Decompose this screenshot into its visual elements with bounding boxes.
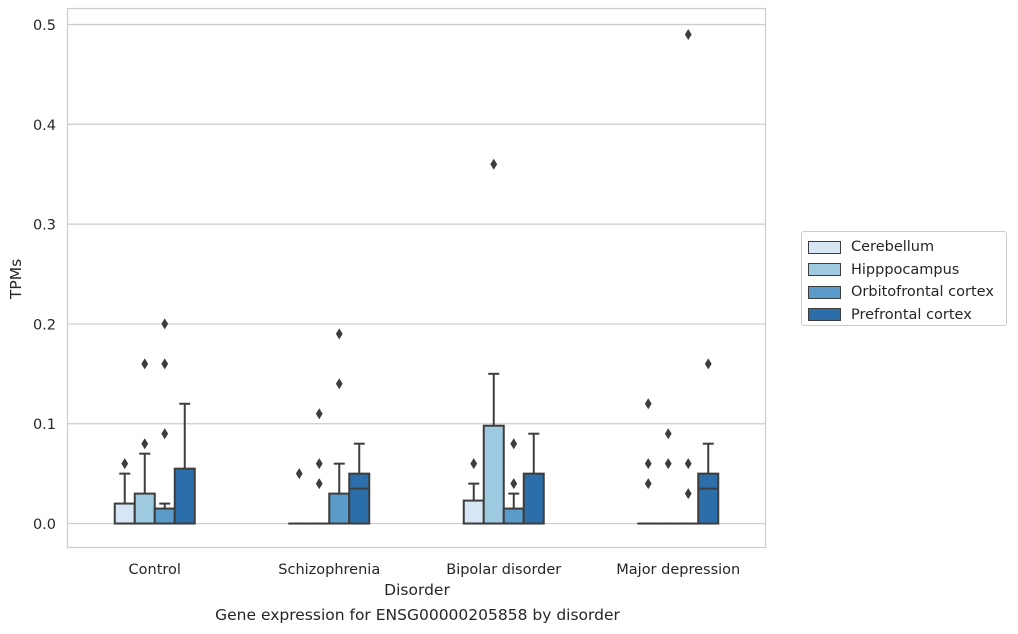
outlier-point [141, 358, 149, 370]
box-3-0 [173, 402, 196, 525]
box-body [173, 467, 196, 525]
box-series [113, 28, 720, 525]
outlier-point [141, 438, 149, 450]
legend-swatch-cerebellum [808, 240, 841, 254]
box-1-0 [133, 358, 156, 525]
legend-item-prefrontal: Prefrontal cortex [808, 304, 1006, 327]
box-1-1 [308, 408, 331, 525]
outlier-point [704, 358, 712, 370]
y-tick-label: 0.5 [33, 18, 56, 34]
outlier-point [664, 458, 672, 470]
outlier-point [161, 358, 169, 370]
legend-swatch-prefrontal [808, 308, 841, 322]
y-tick-label: 0.3 [33, 218, 56, 234]
outlier-point [510, 478, 518, 490]
box-body [133, 492, 156, 525]
outlier-point [684, 458, 692, 470]
box-body [328, 492, 351, 525]
legend-swatch-hippocampus [808, 263, 841, 277]
outlier-point [644, 398, 652, 410]
plot-area-frame [66, 7, 767, 549]
box-body [697, 472, 720, 525]
y-tick-label: 0.2 [33, 317, 56, 333]
box-body [113, 502, 136, 525]
box-3-1 [348, 442, 371, 525]
outlier-point [490, 158, 498, 170]
box-1-3 [657, 428, 680, 525]
outlier-point [335, 328, 343, 340]
box-body [153, 507, 176, 525]
outlier-point [644, 478, 652, 490]
x-tick-label: Control [129, 562, 181, 578]
box-3-2 [522, 432, 545, 525]
x-tick-label: Major depression [616, 562, 740, 578]
y-tick-label: 0.0 [33, 517, 56, 533]
box-0-2 [462, 458, 485, 525]
legend-swatch-orbitofrontal [808, 285, 841, 299]
box-2-2 [502, 438, 525, 525]
legend-label-hippocampus: Hipppocampus [851, 261, 960, 278]
chart-legend: Cerebellum Hipppocampus Orbitofrontal co… [801, 231, 1007, 326]
legend-label-cerebellum: Cerebellum [851, 239, 935, 256]
x-tick-label: Bipolar disorder [446, 562, 561, 578]
outlier-point [510, 438, 518, 450]
legend-item-orbitofrontal: Orbitofrontal cortex [808, 281, 1006, 304]
box-0-0 [113, 458, 136, 525]
box-2-3 [677, 28, 700, 525]
x-axis-label: Disorder [384, 581, 450, 599]
box-0-1 [288, 468, 311, 525]
y-tick-label: 0.4 [33, 118, 56, 134]
box-body [462, 499, 485, 525]
outlier-point [684, 28, 692, 40]
outlier-point [121, 458, 129, 470]
outlier-point [295, 468, 303, 480]
grid-lines [67, 23, 766, 525]
box-body [502, 507, 525, 525]
box-1-2 [482, 158, 505, 525]
x-tick-label: Schizophrenia [278, 562, 380, 578]
y-axis-label: TPMs [7, 259, 25, 300]
outlier-point [161, 428, 169, 440]
outlier-point [161, 318, 169, 330]
box-2-1 [328, 328, 351, 525]
outlier-point [315, 478, 323, 490]
outlier-point [644, 458, 652, 470]
outlier-point [470, 458, 478, 470]
figure-caption: Gene expression for ENSG00000205858 by d… [215, 606, 620, 624]
legend-label-orbitofrontal: Orbitofrontal cortex [851, 284, 994, 301]
box-body [522, 472, 545, 525]
outlier-point [315, 408, 323, 420]
x-tick-labels: Control Schizophrenia Bipolar disorder Majo… [129, 562, 741, 578]
y-tick-label: 0.1 [33, 417, 56, 433]
outlier-point [684, 488, 692, 500]
y-tick-labels: 0.0 0.1 0.2 0.3 0.4 0.5 [33, 18, 56, 533]
box-body [348, 472, 371, 525]
box-0-3 [637, 398, 660, 525]
legend-label-prefrontal: Prefrontal cortex [851, 306, 972, 323]
box-2-0 [153, 318, 176, 525]
box-body [482, 424, 505, 525]
box-3-3 [697, 358, 720, 525]
legend-item-cerebellum: Cerebellum [808, 236, 1006, 259]
outlier-point [315, 458, 323, 470]
outlier-point [335, 378, 343, 390]
legend-item-hippocampus: Hipppocampus [808, 259, 1006, 282]
outlier-point [664, 428, 672, 440]
